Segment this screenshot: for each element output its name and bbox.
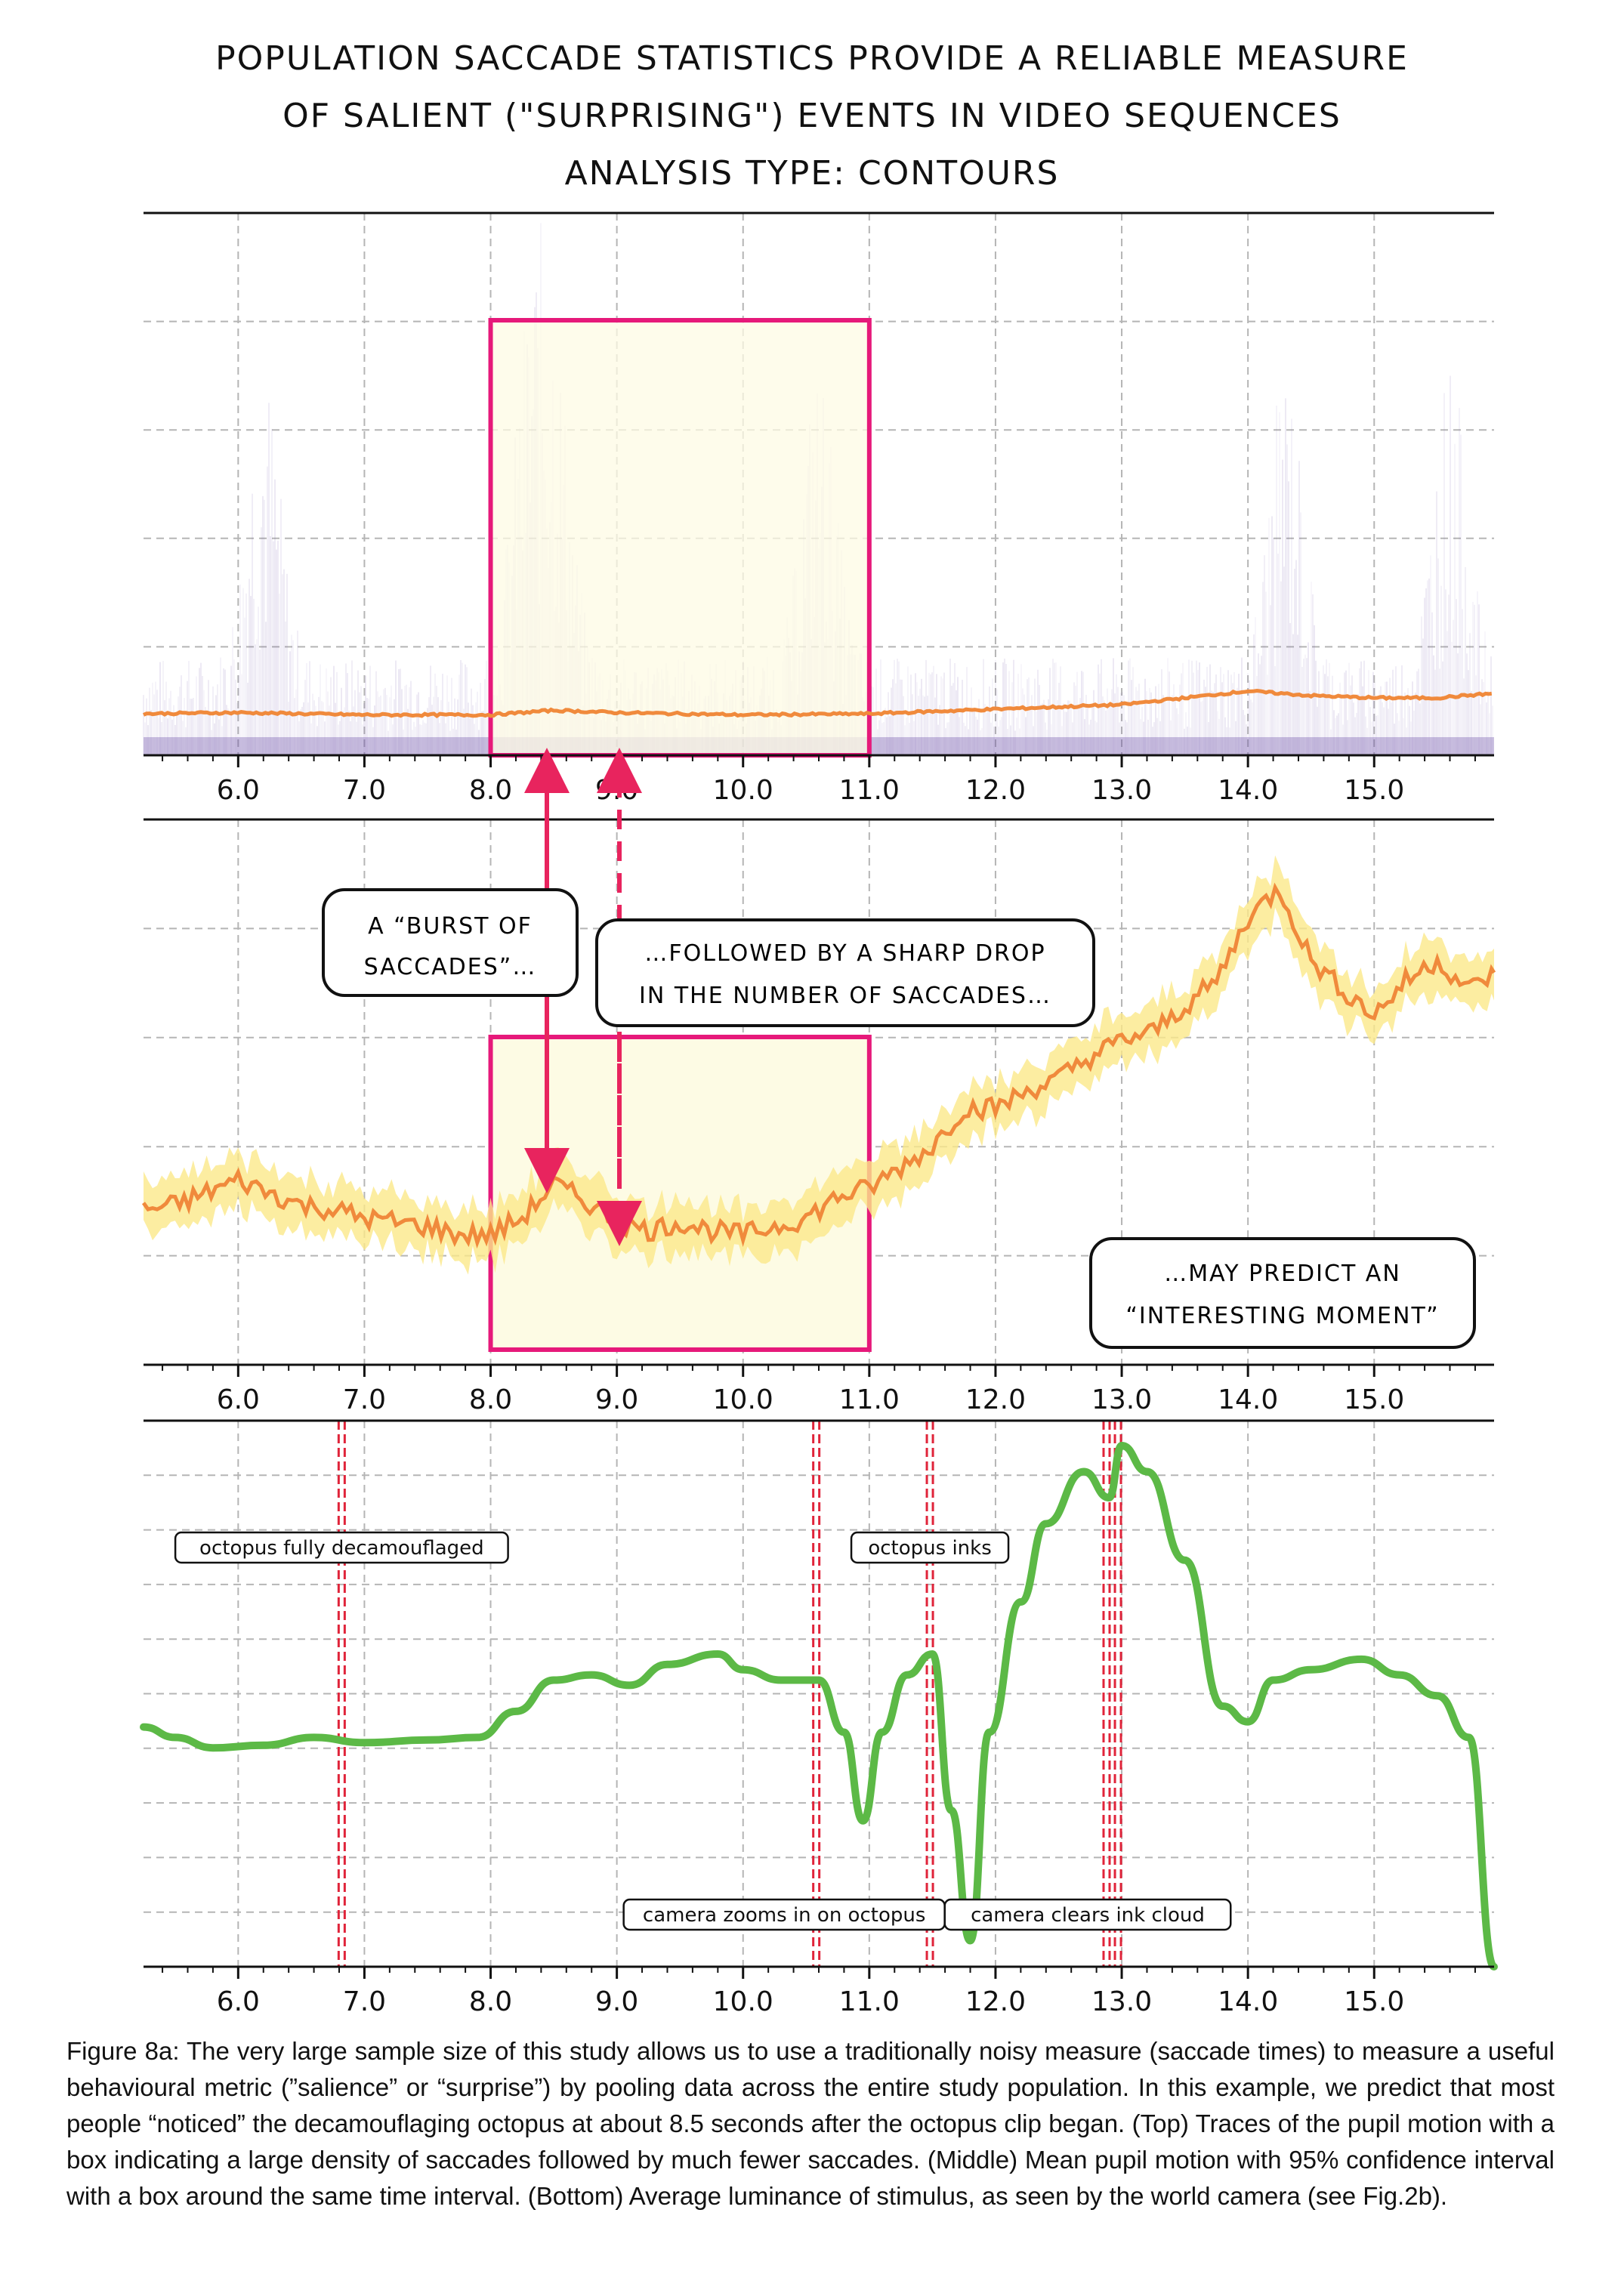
x-tick-label: 12.0	[965, 1384, 1026, 1415]
x-tick-label: 9.0	[595, 775, 638, 806]
event-label: octopus inks	[868, 1537, 991, 1560]
x-tick-label: 14.0	[1218, 1986, 1278, 2017]
bottom-event-lines	[337, 1421, 1122, 1967]
bottom-panel: octopus fully decamouflaged camera zooms …	[140, 1419, 1498, 2017]
x-tick-label: 13.0	[1091, 1384, 1152, 1415]
x-tick-label: 8.0	[469, 775, 512, 806]
top-orange-mean-line	[142, 688, 1493, 718]
x-tick-label: 9.0	[595, 1986, 638, 2017]
event-label-box	[174, 1531, 509, 1564]
callout-drop-line-2: IN THE NUMBER OF SACCADES…	[639, 983, 1051, 1009]
x-tick-label: 12.0	[965, 775, 1026, 806]
middle-panel: 6.0 7.0 8.0 9.0 10.0 11.0 12.0 13.0 14.0 15.0	[141, 818, 1496, 1415]
title-line-3: Analysis type: contours	[564, 154, 1060, 193]
x-tick-label: 8.0	[469, 1384, 512, 1415]
x-tick-label: 10.0	[713, 775, 773, 806]
callout-predict-line-1: …MAY PREDICT AN	[1164, 1261, 1401, 1287]
callout-drop: …FOLLOWED BY A SHARP DROP IN THE NUMBER …	[595, 918, 1095, 1027]
event-label: camera zooms in on octopus	[643, 1904, 926, 1927]
figure-caption: Figure 8a: The very large sample size of…	[66, 2037, 1555, 2210]
callout-drop-line-1: …FOLLOWED BY A SHARP DROP	[644, 940, 1045, 967]
event-label-box	[943, 1898, 1232, 1931]
x-tick-label: 10.0	[713, 1384, 773, 1415]
top-panel-x-ticks: 6.0 7.0 8.0 9.0 10.0 11.0 12.0 13.0 14.0 15.0	[162, 755, 1476, 806]
bottom-panel-x-ticks: 6.0 7.0 8.0 9.0 10.0 11.0 12.0 13.0 14.0 15.0	[162, 1967, 1476, 2017]
title-line-2: of salient ("surprising") events in vide…	[283, 97, 1341, 135]
figure-title: Population saccade statistics provide a …	[0, 30, 1624, 202]
middle-panel-x-ticks: 6.0 7.0 8.0 9.0 10.0 11.0 12.0 13.0 14.0 15.0	[162, 1365, 1476, 1415]
x-tick-label: 11.0	[839, 1986, 900, 2017]
callout-predict-line-2: “INTERESTING MOMENT”	[1125, 1303, 1439, 1329]
x-tick-label: 13.0	[1091, 775, 1152, 806]
callout-burst: A “BURST OF SACCADES”…	[322, 888, 579, 997]
x-tick-label: 11.0	[839, 1384, 900, 1415]
x-tick-label: 7.0	[343, 1986, 386, 2017]
x-tick-label: 7.0	[343, 1384, 386, 1415]
callout-predict: …MAY PREDICT AN “INTERESTING MOMENT”	[1089, 1237, 1476, 1349]
x-tick-label: 7.0	[343, 775, 386, 806]
x-tick-label: 13.0	[1091, 1986, 1152, 2017]
event-label: octopus fully decamouflaged	[199, 1537, 484, 1560]
event-label-box	[850, 1531, 1010, 1564]
bottom-luminance-line	[140, 1442, 1498, 1970]
x-tick-label: 12.0	[965, 1986, 1026, 2017]
x-tick-label: 8.0	[469, 1986, 512, 2017]
x-tick-label: 15.0	[1344, 1384, 1404, 1415]
top-panel: 6.0 7.0 8.0 9.0 10.0 11.0 12.0 13.0 14.0 15.0	[142, 211, 1494, 806]
x-tick-label: 9.0	[595, 1384, 638, 1415]
bottom-event-labels: octopus fully decamouflaged camera zooms …	[174, 1531, 1232, 1931]
x-tick-label: 11.0	[839, 775, 900, 806]
x-tick-label: 6.0	[217, 775, 260, 806]
callout-burst-line-1: A “BURST OF	[368, 913, 533, 940]
x-tick-label: 15.0	[1344, 1986, 1404, 2017]
middle-confidence-band	[144, 855, 1494, 1275]
callout-burst-line-2: SACCADES”…	[364, 954, 537, 980]
x-tick-label: 6.0	[217, 1384, 260, 1415]
event-label: camera clears ink cloud	[971, 1904, 1205, 1927]
x-tick-label: 10.0	[713, 1986, 773, 2017]
middle-mean-line	[141, 882, 1496, 1249]
top-highlight-box	[488, 318, 872, 758]
x-tick-label: 15.0	[1344, 775, 1404, 806]
x-tick-label: 6.0	[217, 1986, 260, 2017]
x-tick-label: 14.0	[1218, 1384, 1278, 1415]
title-line-1: Population saccade statistics provide a …	[215, 39, 1409, 78]
x-tick-label: 14.0	[1218, 775, 1278, 806]
